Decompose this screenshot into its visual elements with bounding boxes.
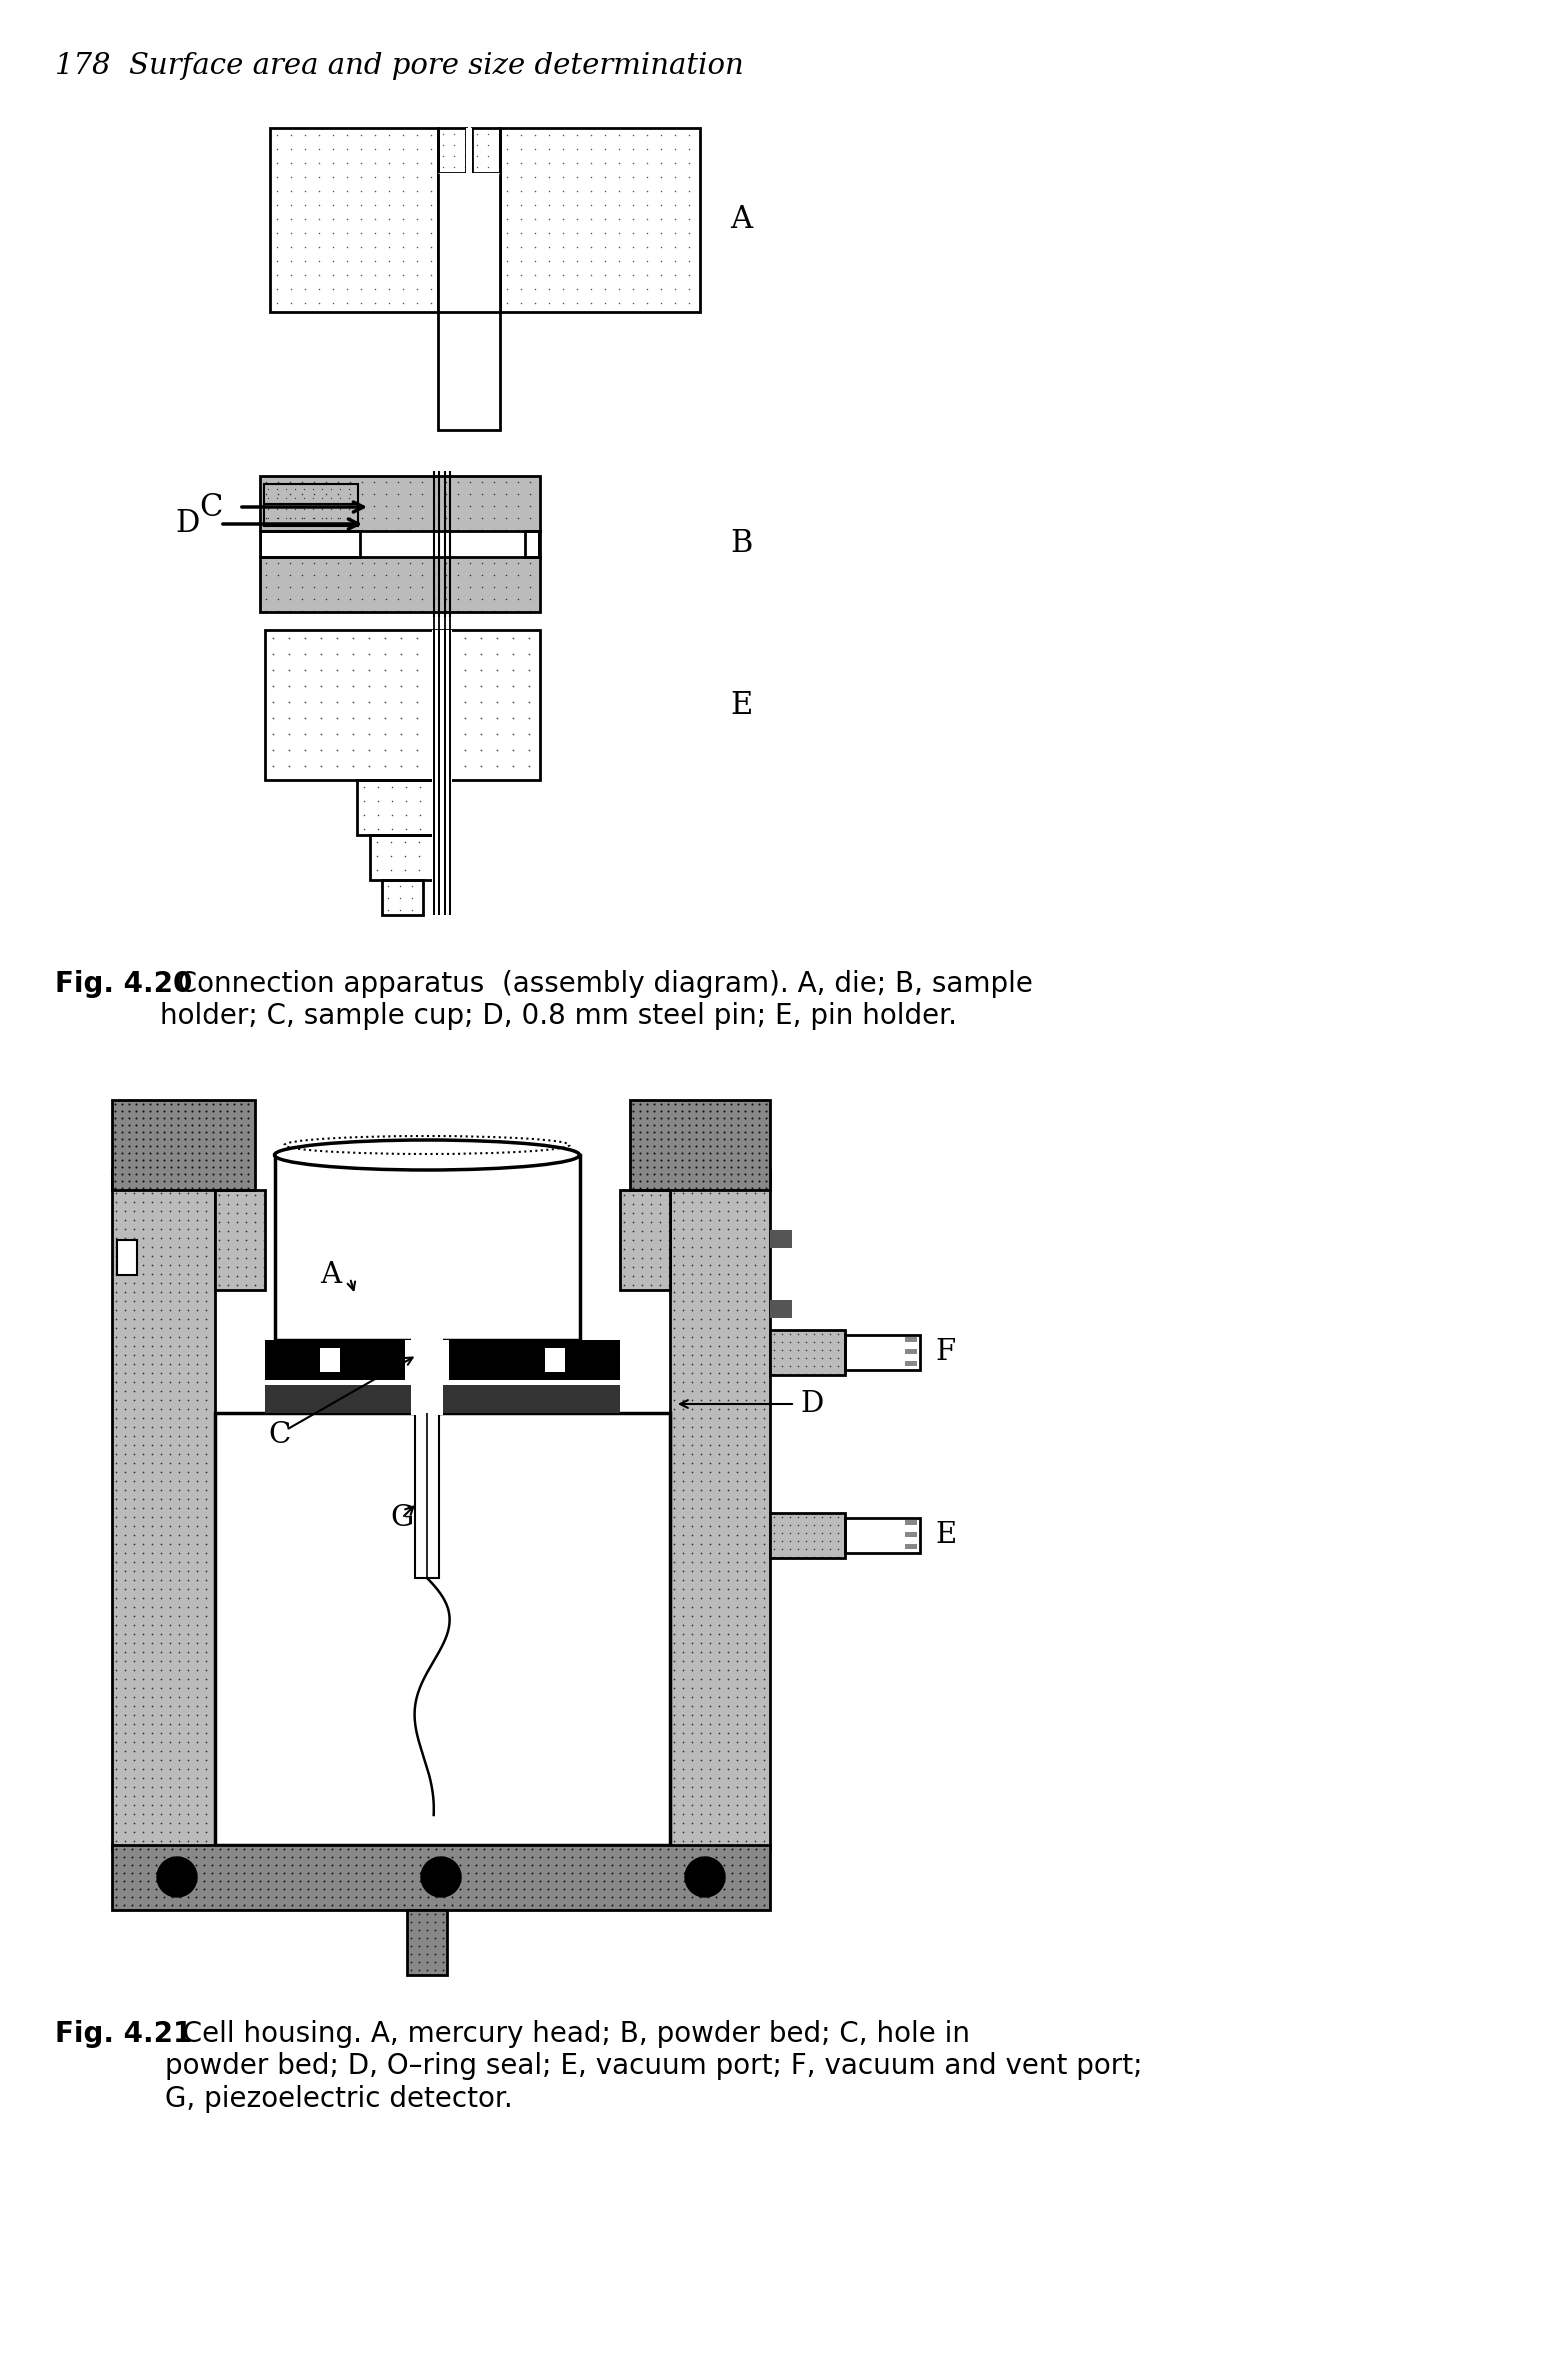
Bar: [671, 1170, 770, 1851]
Bar: [471, 128, 499, 174]
Bar: [383, 880, 423, 916]
Bar: [215, 1190, 265, 1289]
Bar: [565, 1339, 619, 1380]
Bar: [265, 630, 540, 780]
Text: C: C: [199, 492, 223, 523]
Bar: [215, 1413, 671, 1846]
Bar: [260, 531, 261, 557]
Text: C: C: [268, 1420, 291, 1449]
Text: Cell housing. A, mercury head; B, powder bed; C, hole in
powder bed; D, O–ring s: Cell housing. A, mercury head; B, powder…: [165, 2020, 1142, 2113]
Bar: [260, 476, 540, 531]
Bar: [538, 531, 540, 557]
Bar: [433, 630, 451, 916]
Bar: [260, 557, 540, 611]
Bar: [770, 1299, 792, 1318]
Bar: [370, 835, 436, 880]
Bar: [906, 1361, 916, 1366]
Bar: [411, 1335, 443, 1382]
Bar: [112, 1846, 770, 1910]
Bar: [906, 1520, 916, 1525]
Text: A: A: [730, 205, 752, 236]
Bar: [260, 531, 359, 557]
Bar: [408, 1910, 447, 1975]
Bar: [465, 128, 471, 174]
Bar: [265, 630, 540, 780]
Bar: [471, 128, 499, 174]
Bar: [265, 504, 358, 526]
Bar: [499, 128, 700, 312]
Bar: [275, 1154, 580, 1339]
Bar: [437, 312, 499, 431]
Text: G: G: [391, 1504, 414, 1532]
Bar: [630, 1099, 770, 1190]
Bar: [271, 128, 437, 312]
Bar: [112, 1846, 770, 1910]
Bar: [630, 1099, 770, 1190]
Text: D: D: [800, 1389, 823, 1418]
Bar: [619, 1190, 671, 1289]
Bar: [845, 1335, 920, 1370]
Text: B: B: [730, 528, 753, 559]
Bar: [437, 128, 465, 174]
Text: E: E: [935, 1520, 957, 1549]
Bar: [112, 1099, 255, 1190]
Text: Fig. 4.20: Fig. 4.20: [54, 971, 193, 999]
Bar: [271, 128, 437, 312]
Bar: [112, 1099, 255, 1190]
Circle shape: [422, 1858, 461, 1896]
Bar: [906, 1349, 916, 1354]
Bar: [499, 128, 700, 312]
Bar: [265, 504, 358, 526]
Text: F: F: [935, 1337, 955, 1366]
Bar: [260, 476, 540, 531]
Bar: [370, 835, 436, 880]
Bar: [545, 1349, 565, 1373]
Bar: [215, 1190, 265, 1289]
Bar: [356, 780, 448, 835]
Bar: [437, 128, 465, 174]
Bar: [524, 531, 540, 557]
Bar: [415, 1413, 439, 1577]
Bar: [906, 1544, 916, 1549]
Bar: [265, 1385, 619, 1413]
Bar: [383, 880, 423, 916]
Bar: [770, 1330, 845, 1375]
Ellipse shape: [274, 1140, 579, 1170]
Bar: [437, 174, 499, 312]
Bar: [405, 1339, 450, 1385]
Bar: [906, 1532, 916, 1537]
Bar: [411, 1382, 443, 1416]
Bar: [265, 483, 358, 504]
Circle shape: [685, 1858, 725, 1896]
Text: D: D: [174, 509, 199, 540]
Bar: [408, 1910, 447, 1975]
Text: Connection apparatus  (assembly diagram). A, die; B, sample
holder; C, sample cu: Connection apparatus (assembly diagram).…: [160, 971, 1033, 1030]
Bar: [770, 1330, 845, 1375]
Bar: [770, 1513, 845, 1558]
Bar: [770, 1513, 845, 1558]
Text: B: B: [447, 1347, 468, 1375]
Bar: [265, 483, 358, 504]
Bar: [265, 1339, 321, 1380]
Text: A: A: [321, 1261, 341, 1289]
Bar: [356, 780, 448, 835]
Bar: [906, 1337, 916, 1342]
Bar: [117, 1239, 137, 1275]
Bar: [265, 1339, 619, 1380]
Bar: [845, 1518, 920, 1553]
Text: Fig. 4.21: Fig. 4.21: [54, 2020, 193, 2048]
Bar: [619, 1190, 671, 1289]
Bar: [770, 1230, 792, 1249]
Bar: [671, 1170, 770, 1851]
Bar: [321, 1349, 341, 1373]
Bar: [112, 1170, 215, 1851]
Text: E: E: [730, 690, 753, 721]
Text: 178  Surface area and pore size determination: 178 Surface area and pore size determina…: [54, 52, 744, 81]
Bar: [112, 1170, 215, 1851]
Circle shape: [157, 1858, 198, 1896]
Bar: [260, 557, 540, 611]
